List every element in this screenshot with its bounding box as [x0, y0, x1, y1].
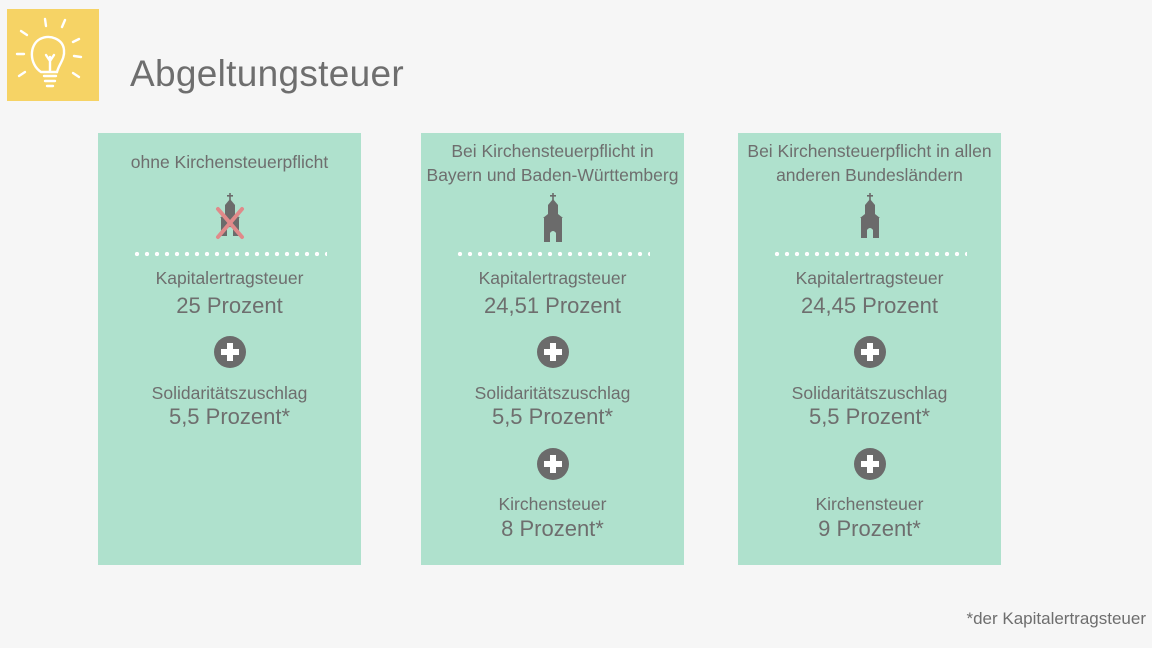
card-church-tax-other-states: Bei Kirchensteuerpflicht in allen andere… — [738, 133, 1001, 565]
card-title: Bei Kirchensteuerpflicht in allen andere… — [747, 141, 992, 185]
lightbulb-logo — [7, 9, 99, 101]
page-title: Abgeltungsteuer — [130, 53, 404, 94]
item-label: Solidaritätszuschlag — [151, 383, 308, 403]
card-title: Bei Kirchensteuerpflicht in Bayern und B… — [426, 141, 679, 185]
plus-circle-icon — [536, 448, 569, 480]
item-value: 5,5 Prozent* — [168, 404, 291, 429]
plus-circle-icon — [853, 448, 886, 480]
dotted-divider — [132, 251, 327, 257]
item-label: Kapitalertragsteuer — [478, 268, 627, 288]
plus-circle-icon — [853, 336, 886, 368]
item-value: 9 Prozent* — [818, 516, 921, 541]
item-label: Kapitalertragsteuer — [155, 268, 304, 288]
dotted-divider — [772, 251, 967, 257]
item-label: Kirchensteuer — [498, 494, 607, 514]
item-value: 25 Prozent — [176, 293, 283, 318]
card-title: ohne Kirchensteuerpflicht — [130, 152, 329, 172]
plus-circle-icon — [213, 336, 246, 368]
item-value: 8 Prozent* — [501, 516, 604, 541]
plus-circle-icon — [536, 336, 569, 368]
item-label: Solidaritätszuschlag — [474, 383, 631, 403]
card-church-tax-bavaria-bw: Bei Kirchensteuerpflicht in Bayern und B… — [421, 133, 684, 565]
item-value: 24,51 Prozent — [484, 293, 621, 318]
item-value: 24,45 Prozent — [801, 293, 938, 318]
item-label: Kapitalertragsteuer — [795, 268, 944, 288]
church-icon — [542, 193, 563, 242]
dotted-divider — [455, 251, 650, 257]
church-icon — [859, 193, 880, 238]
item-label: Solidaritätszuschlag — [791, 383, 948, 403]
card-no-church-tax: ohne Kirchensteuerpflicht Kapitalertrags… — [98, 133, 361, 565]
item-value: 5,5 Prozent* — [808, 404, 931, 429]
lightbulb-icon — [15, 17, 83, 88]
church-crossed-icon — [215, 193, 244, 239]
footnote: *der Kapitalertragsteuer — [966, 609, 1146, 628]
item-value: 5,5 Prozent* — [491, 404, 614, 429]
item-label: Kirchensteuer — [815, 494, 924, 514]
